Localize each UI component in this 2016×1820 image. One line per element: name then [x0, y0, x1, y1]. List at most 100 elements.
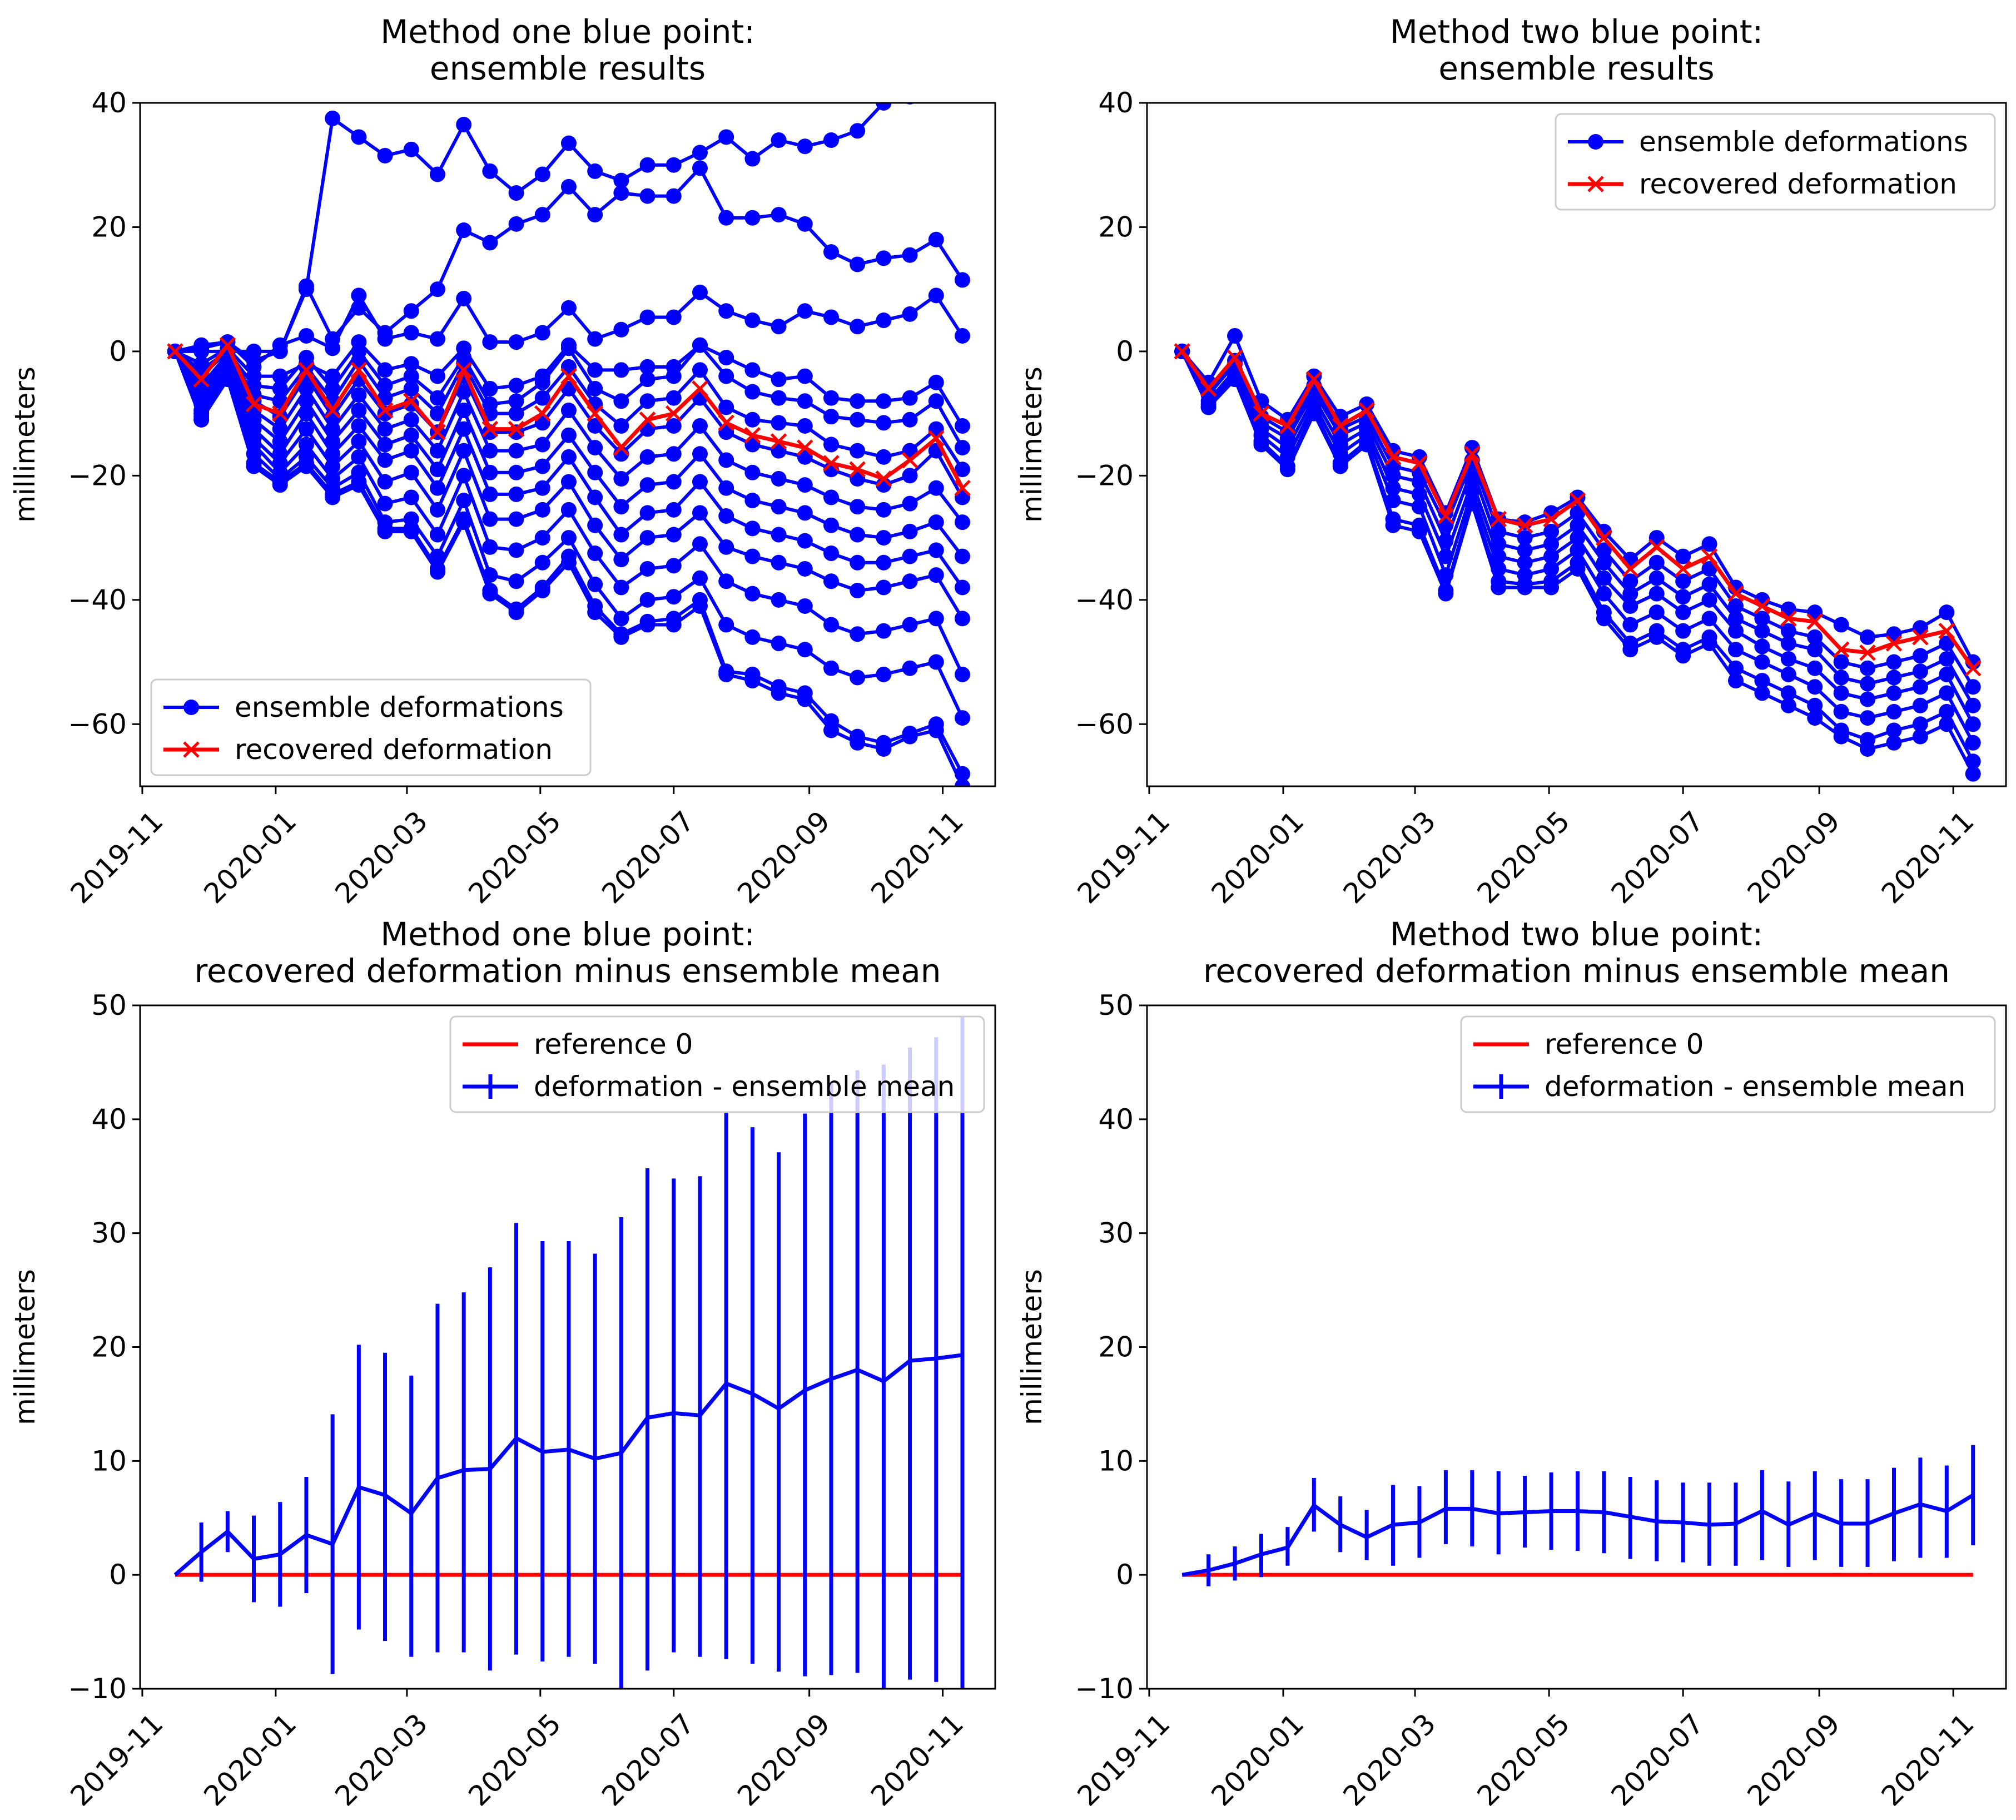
y-tick-label: 30: [1098, 1217, 1134, 1249]
x-tick-label: 2020-09: [1741, 1707, 1846, 1812]
ensemble-point: [1807, 710, 1823, 726]
ensemble-point: [456, 290, 472, 306]
ensemble-point: [718, 617, 734, 633]
ensemble-line-2: [175, 166, 964, 363]
x-tick-label: 2020-01: [1205, 1707, 1310, 1812]
recovered-point: [1780, 610, 1797, 627]
ensemble-point: [298, 405, 314, 421]
ensemble-point: [508, 405, 524, 421]
ensemble-point: [1517, 530, 1533, 546]
difference-line: [1181, 1493, 1974, 1577]
ensemble-point: [902, 495, 918, 512]
chart-panel-4: Method two blue point:recovered deformat…: [1016, 915, 2007, 1812]
ensemble-point: [1860, 660, 1876, 676]
difference-line: [173, 1353, 963, 1576]
x-tick-label: 2019-11: [64, 805, 170, 910]
ensemble-point: [692, 362, 708, 378]
ensemble-point: [666, 309, 682, 325]
ensemble-point: [955, 70, 970, 86]
x-tick-label: 2020-01: [198, 1707, 303, 1812]
ensemble-point: [1596, 542, 1612, 558]
recovered-point: [1464, 445, 1481, 463]
ensemble-point: [666, 474, 682, 490]
ensemble-point: [954, 666, 970, 682]
ensemble-point: [718, 539, 734, 555]
ensemble-point: [639, 188, 656, 204]
ensemble-point: [1886, 722, 1902, 738]
y-tick-label: 0: [109, 335, 127, 368]
legend: ensemble deformations recovered deformati…: [1555, 113, 1996, 211]
ensemble-point: [666, 527, 682, 543]
ensemble-point: [1411, 499, 1427, 515]
ensemble-point: [377, 362, 393, 378]
ensemble-point: [823, 545, 839, 562]
recovered-point: [167, 343, 183, 360]
y-tick-label: −20: [1075, 459, 1134, 492]
y-tick-label: −60: [68, 708, 127, 740]
ensemble-point: [639, 617, 656, 633]
legend-box: [449, 1015, 985, 1113]
ensemble-point: [587, 576, 603, 592]
x-tick-label: 2020-11: [1875, 805, 1980, 910]
ensemble-point: [613, 172, 629, 189]
ensemble-point: [1359, 437, 1375, 453]
ensemble-point: [1912, 716, 1928, 732]
ensemble-point: [1860, 710, 1876, 726]
ensemble-point: [272, 477, 288, 493]
ensemble-point: [1886, 703, 1902, 720]
ensemble-point: [560, 474, 577, 490]
ensemble-point: [1886, 654, 1902, 670]
recovered-point: [481, 420, 499, 438]
ensemble-point: [955, 778, 970, 786]
recovered-point: [823, 455, 840, 472]
ensemble-point: [1279, 462, 1295, 478]
recovered-point: [350, 361, 368, 379]
legend-label-reference: reference 0: [1545, 1028, 1704, 1060]
ensemble-point: [1411, 486, 1427, 502]
chart-panel-3: Method one blue point:recovered deformat…: [9, 915, 996, 1812]
ensemble-point: [1648, 570, 1665, 586]
ensemble-point: [1200, 399, 1216, 415]
ensemble-point: [876, 530, 892, 546]
recovered-point: [1227, 349, 1243, 366]
ensemble-point: [1701, 636, 1717, 652]
ensemble-point: [902, 523, 918, 539]
ensemble-point: [1570, 530, 1586, 546]
ensemble-point: [666, 617, 682, 633]
axes-frame: [1146, 102, 2007, 787]
ensemble-point: [482, 334, 498, 350]
ensemble-point: [797, 477, 813, 493]
ensemble-point: [587, 489, 603, 505]
legend: reference 0 deformation - ensemble mean: [1460, 1015, 1996, 1113]
y-tick-label: 10: [1098, 1445, 1134, 1477]
recovered-point: [1411, 455, 1428, 472]
ensemble-point: [928, 654, 944, 670]
recovered-point: [455, 361, 472, 379]
ensemble-point: [902, 573, 918, 589]
ensemble-point: [850, 670, 866, 686]
ensemble-point: [272, 337, 288, 353]
ensemble-point: [482, 380, 498, 396]
chart-title-line-2: ensemble results: [1438, 49, 1714, 87]
ensemble-point: [797, 368, 813, 384]
ensemble-point: [850, 123, 866, 139]
x-tick-label: 2020-07: [596, 805, 701, 910]
ensemble-point: [587, 362, 603, 378]
y-tick-label: 40: [1098, 87, 1134, 119]
ensemble-point: [902, 728, 918, 745]
ensemble-point: [639, 561, 656, 577]
ensemble-point: [1464, 495, 1480, 512]
ensemble-point: [797, 216, 813, 232]
ensemble-point: [954, 328, 970, 344]
ensemble-point: [1833, 685, 1849, 701]
plot-area: [1181, 1445, 1975, 1586]
chart-title-line-2: ensemble results: [430, 49, 706, 87]
ensemble-point: [954, 418, 970, 434]
ensemble-point: [1939, 685, 1955, 701]
ensemble-point: [928, 231, 944, 247]
recovered-point: [1569, 492, 1586, 509]
legend-box: [1555, 113, 1996, 211]
y-axis-label: millimeters: [1016, 1269, 1048, 1425]
ensemble-point: [692, 145, 708, 161]
ensemble-point: [1253, 437, 1269, 453]
